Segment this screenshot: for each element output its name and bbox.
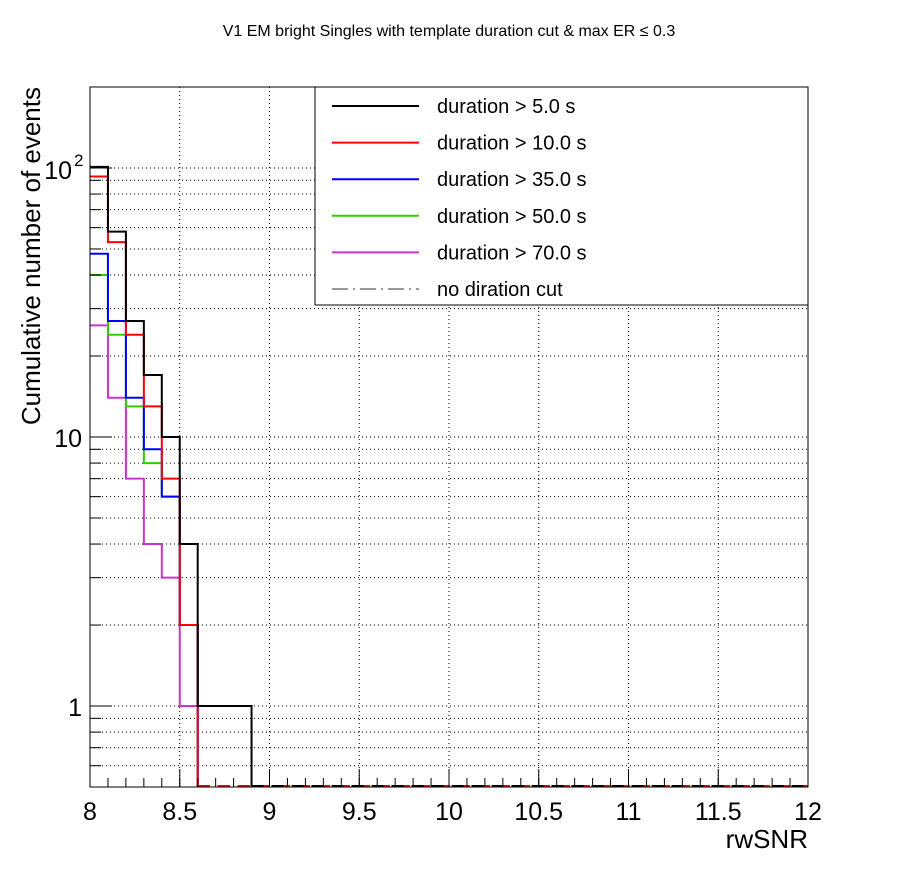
series-1-line — [90, 165, 253, 787]
legend-entry: duration > 5.0 s — [332, 96, 575, 118]
axis-ticks — [89, 86, 809, 788]
x-axis-label: rwSNR — [726, 824, 808, 854]
y-tick-label: 1 — [68, 694, 82, 722]
chart-title: V1 EM bright Singles with template durat… — [223, 23, 676, 40]
x-tick-label: 12 — [794, 798, 822, 826]
series-2-line — [90, 175, 199, 787]
legend-entry: duration > 50.0 s — [332, 206, 587, 228]
x-tick-label: 9.5 — [342, 798, 377, 826]
x-tick-label: 8 — [83, 798, 97, 826]
x-tick-labels: 8 8.5 9 9.5 10 10.5 11 11.5 12 — [83, 798, 822, 826]
legend-label: no diration cut — [437, 279, 563, 301]
x-tick-label: 10.5 — [514, 798, 563, 826]
y-tick-label: 10 — [54, 425, 82, 453]
y-tick-exponent: 2 — [74, 151, 83, 170]
x-tick-label: 8.5 — [162, 798, 197, 826]
legend-entry: no diration cut — [332, 279, 563, 301]
legend-box — [314, 86, 809, 306]
legend-label: duration > 50.0 s — [437, 206, 587, 228]
legend: duration > 5.0 s duration > 10.0 s duratio… — [314, 86, 809, 306]
legend-entry: duration > 35.0 s — [332, 169, 587, 191]
legend-entry: duration > 70.0 s — [332, 242, 587, 264]
series-1 — [90, 165, 808, 787]
legend-label: duration > 5.0 s — [437, 96, 575, 118]
y-axis-label: Cumulative number of events — [16, 87, 46, 425]
x-tick-label: 11.5 — [695, 798, 742, 826]
legend-label: duration > 70.0 s — [437, 242, 587, 264]
legend-label: duration > 35.0 s — [437, 169, 587, 191]
x-tick-label: 9 — [263, 798, 277, 826]
x-tick-label: 11 — [616, 798, 642, 826]
legend-entry: duration > 10.0 s — [332, 133, 587, 155]
series-5-line — [90, 324, 199, 787]
x-tick-label: 10 — [435, 798, 463, 826]
y-tick-label: 10 — [44, 157, 72, 185]
legend-label: duration > 10.0 s — [437, 133, 587, 155]
